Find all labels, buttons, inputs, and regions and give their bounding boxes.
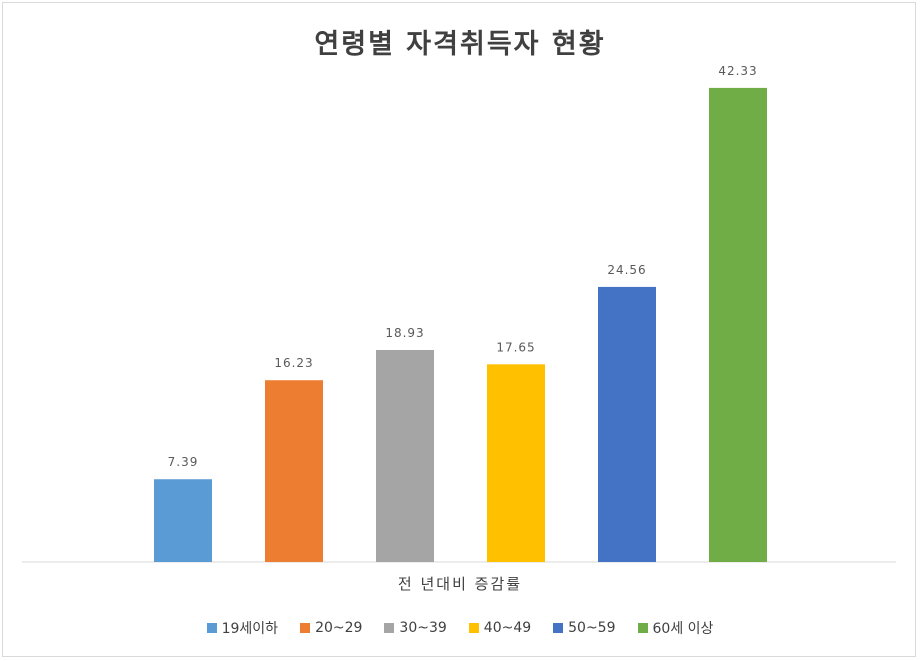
legend-swatch	[300, 623, 311, 633]
data-label-3: 18.93	[385, 326, 424, 340]
legend-swatch	[553, 623, 564, 633]
bar-5	[598, 286, 656, 562]
bar-1	[154, 479, 212, 562]
legend-item-5: 50~59	[553, 618, 616, 638]
bar-2	[265, 380, 323, 562]
legend-swatch	[637, 623, 648, 633]
legend-label: 30~39	[399, 620, 447, 636]
bar-3	[376, 349, 434, 562]
legend-item-2: 20~29	[300, 618, 362, 638]
legend-item-6: 60세 이상	[637, 618, 714, 638]
legend-swatch	[206, 623, 217, 633]
data-label-6: 42.33	[718, 64, 757, 78]
bar-4	[487, 364, 545, 562]
legend-label: 50~59	[568, 620, 616, 636]
legend: 19세이하 20~29 30~39 40~49 50~59 60세 이상	[0, 618, 920, 638]
chart-title: 연령별 자격취득자 현황	[314, 29, 606, 60]
bar-6	[709, 87, 767, 563]
legend-label: 20~29	[315, 620, 363, 636]
data-label-1: 7.39	[168, 455, 199, 469]
data-label-2: 16.23	[274, 356, 313, 370]
legend-item-3: 30~39	[384, 618, 447, 638]
x-category-label: 전 년대비 증감률	[397, 575, 523, 593]
data-label-4: 17.65	[496, 340, 535, 354]
legend-item-1: 19세이하	[206, 618, 279, 638]
legend-label: 40~49	[483, 620, 532, 636]
data-label-5: 24.56	[607, 263, 646, 277]
legend-label: 19세이하	[221, 621, 279, 637]
legend-item-4: 40~49	[468, 618, 532, 638]
legend-swatch	[384, 623, 395, 633]
legend-swatch	[468, 623, 479, 633]
legend-label: 60세 이상	[652, 621, 714, 637]
